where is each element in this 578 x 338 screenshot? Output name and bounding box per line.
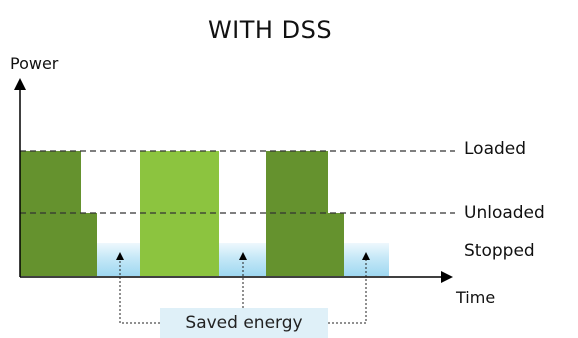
unloaded-segment-1 xyxy=(81,213,97,276)
saved-energy-label: Saved energy xyxy=(160,308,328,338)
saved-energy-pointer-left-head xyxy=(116,252,124,260)
x-axis-label: Time xyxy=(456,288,496,307)
diagram-title: WITH DSS xyxy=(207,16,333,44)
saved-energy-pointer-left xyxy=(119,256,160,324)
loaded-segment-3 xyxy=(266,151,328,276)
level-label-loaded: Loaded xyxy=(464,139,527,159)
level-label-stopped: Stopped xyxy=(464,241,535,261)
saved-energy-pointer-middle-head xyxy=(239,252,247,260)
y-axis-label: Power xyxy=(10,54,59,73)
saved-energy-pointer-right xyxy=(328,256,367,324)
saved-energy-pointer-right-head xyxy=(362,252,370,260)
saved-energy-text: Saved energy xyxy=(185,313,303,333)
unloaded-segment-3 xyxy=(328,213,344,276)
level-label-unloaded: Unloaded xyxy=(464,203,545,223)
